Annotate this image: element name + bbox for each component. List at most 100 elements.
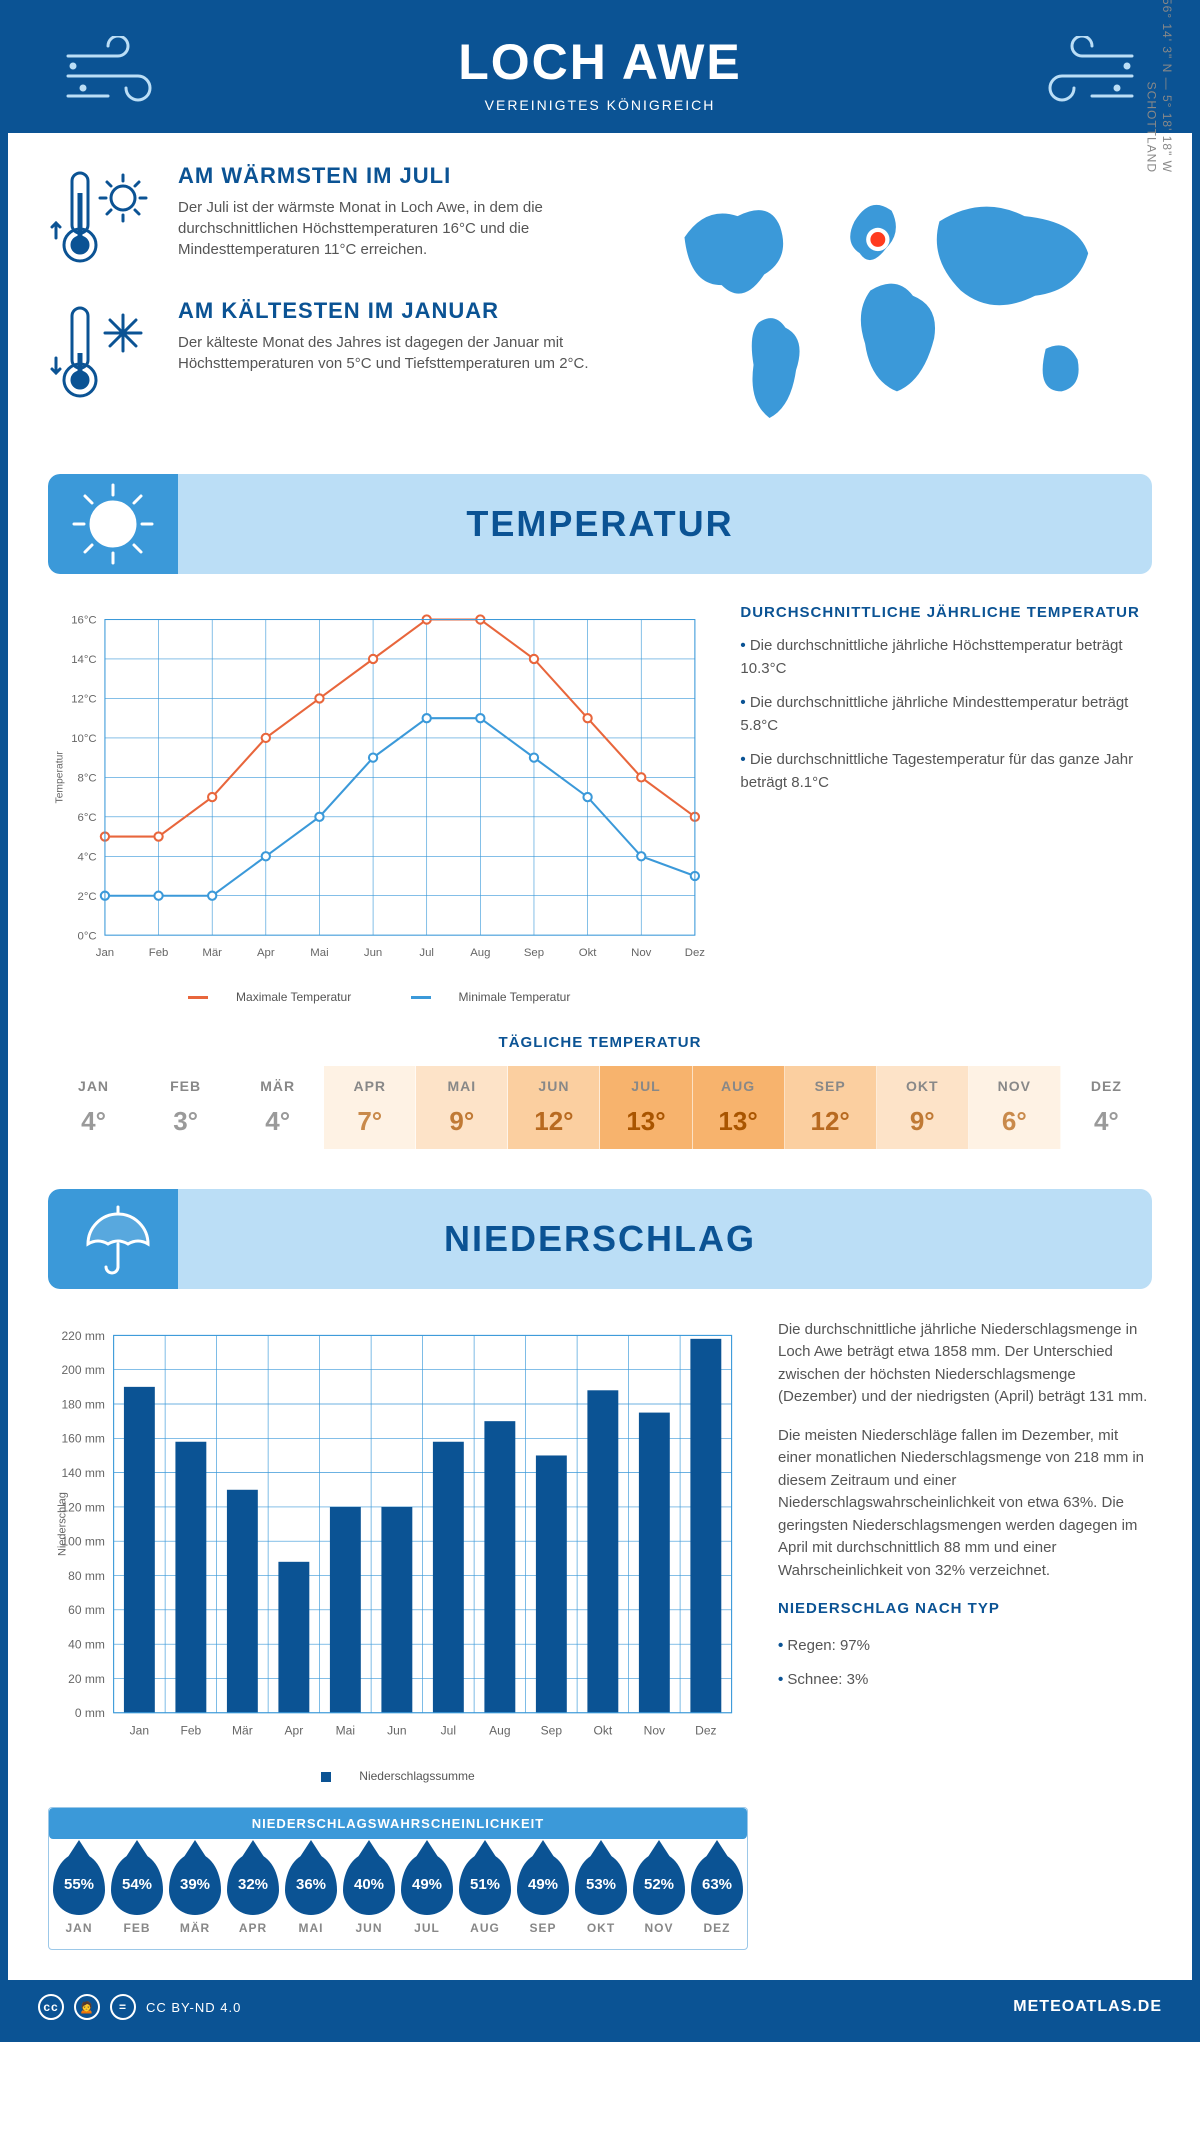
page-subtitle: VEREINIGTES KÖNIGREICH: [8, 97, 1192, 113]
precip-prob-title: NIEDERSCHLAGSWAHRSCHEINLICHKEIT: [49, 1808, 747, 1839]
legend-max-label: Maximale Temperatur: [236, 990, 351, 1004]
precip-prob-drop: 53%OKT: [575, 1853, 627, 1935]
svg-text:Jul: Jul: [419, 947, 434, 959]
temp-facts-list: Die durchschnittliche jährliche Höchstte…: [740, 635, 1152, 794]
svg-text:Sep: Sep: [541, 1723, 563, 1737]
daily-temp-cell: FEB3°: [140, 1066, 232, 1149]
svg-text:200 mm: 200 mm: [61, 1363, 104, 1377]
svg-text:Okt: Okt: [579, 947, 598, 959]
svg-text:Aug: Aug: [489, 1723, 510, 1737]
daily-temp-title: TÄGLICHE TEMPERATUR: [48, 1034, 1152, 1051]
daily-temp-cell: JAN4°: [48, 1066, 140, 1149]
svg-text:Sep: Sep: [524, 947, 544, 959]
svg-text:40 mm: 40 mm: [68, 1637, 105, 1651]
temp-legend: Maximale Temperatur Minimale Temperatur: [48, 990, 710, 1004]
daily-temp-cell: DEZ4°: [1061, 1066, 1152, 1149]
temperature-section-header: TEMPERATUR: [48, 474, 1152, 574]
precipitation-bar-chart: 0 mm20 mm40 mm60 mm80 mm100 mm120 mm140 …: [48, 1319, 748, 1757]
svg-text:12°C: 12°C: [71, 694, 96, 706]
svg-text:6°C: 6°C: [78, 812, 97, 824]
legend-precip-label: Niederschlagssumme: [359, 1769, 474, 1783]
svg-text:Nov: Nov: [631, 947, 652, 959]
svg-text:10°C: 10°C: [71, 733, 96, 745]
svg-text:8°C: 8°C: [78, 773, 97, 785]
footer: cc 🙍 = CC BY-ND 4.0 METEOATLAS.DE: [8, 1980, 1192, 2034]
precip-prob-drop: 54%FEB: [111, 1853, 163, 1935]
svg-text:16°C: 16°C: [71, 615, 96, 627]
page-title: LOCH AWE: [8, 33, 1192, 91]
svg-text:160 mm: 160 mm: [61, 1431, 104, 1445]
coordinates: 56° 14' 3" N — 5° 18' 18" W: [1160, 0, 1174, 173]
precip-by-type-title: NIEDERSCHLAG NACH TYP: [778, 1598, 1152, 1621]
sun-icon: [68, 479, 158, 569]
daily-temp-cell: MÄR4°: [232, 1066, 324, 1149]
header: LOCH AWE VEREINIGTES KÖNIGREICH: [8, 8, 1192, 133]
svg-text:Mär: Mär: [232, 1723, 253, 1737]
coldest-text: Der kälteste Monat des Jahres ist dagege…: [178, 332, 622, 374]
svg-text:60 mm: 60 mm: [68, 1603, 105, 1617]
svg-text:Apr: Apr: [257, 947, 275, 959]
svg-text:Mär: Mär: [202, 947, 222, 959]
precip-by-type-list: Regen: 97% Schnee: 3%: [778, 1635, 1152, 1692]
svg-text:2°C: 2°C: [78, 891, 97, 903]
daily-temp-cell: JUN12°: [508, 1066, 600, 1149]
precip-prob-drop: 49%JUL: [401, 1853, 453, 1935]
svg-text:Dez: Dez: [695, 1723, 716, 1737]
svg-text:Jan: Jan: [96, 947, 114, 959]
svg-text:Dez: Dez: [685, 947, 706, 959]
daily-temp-cell: AUG13°: [693, 1066, 785, 1149]
svg-text:Jan: Jan: [130, 1723, 149, 1737]
precip-probability-box: NIEDERSCHLAGSWAHRSCHEINLICHKEIT 55%JAN54…: [48, 1807, 748, 1950]
svg-text:Mai: Mai: [336, 1723, 355, 1737]
svg-text:14°C: 14°C: [71, 654, 96, 666]
umbrella-icon: [73, 1199, 153, 1279]
legend-min-label: Minimale Temperatur: [459, 990, 571, 1004]
precip-prob-drop: 39%MÄR: [169, 1853, 221, 1935]
nd-icon: =: [110, 1994, 136, 2020]
warmest-text: Der Juli ist der wärmste Monat in Loch A…: [178, 197, 622, 260]
wind-icon: [1022, 36, 1142, 116]
temperature-line-chart: 0°C2°C4°C6°C8°C10°C12°C14°C16°CJanFebMär…: [48, 604, 710, 977]
coldest-title: AM KÄLTESTEN IM JANUAR: [178, 298, 622, 324]
precip-legend: Niederschlagssumme: [48, 1769, 748, 1783]
precip-type-item: Schnee: 3%: [778, 1669, 1152, 1692]
svg-text:Aug: Aug: [470, 947, 490, 959]
svg-text:Nov: Nov: [644, 1723, 665, 1737]
daily-temp-cell: JUL13°: [600, 1066, 692, 1149]
temperature-title: TEMPERATUR: [178, 503, 1152, 545]
svg-text:Jun: Jun: [364, 947, 382, 959]
daily-temp-cell: SEP12°: [785, 1066, 877, 1149]
warmest-title: AM WÄRMSTEN IM JULI: [178, 163, 622, 189]
precip-prob-drop: 52%NOV: [633, 1853, 685, 1935]
precip-prob-drop: 49%SEP: [517, 1853, 569, 1935]
precip-paragraph-1: Die durchschnittliche jährliche Niedersc…: [778, 1319, 1152, 1409]
temp-fact-item: Die durchschnittliche jährliche Höchstte…: [740, 635, 1152, 680]
precip-prob-drop: 55%JAN: [53, 1853, 105, 1935]
svg-text:Temperatur: Temperatur: [54, 751, 65, 804]
region-label: SCHOTTLAND: [1144, 82, 1158, 173]
temp-fact-item: Die durchschnittliche Tagestemperatur fü…: [740, 749, 1152, 794]
cc-icon: cc: [38, 1994, 64, 2020]
daily-temp-cell: OKT9°: [877, 1066, 969, 1149]
svg-text:Jul: Jul: [441, 1723, 456, 1737]
daily-temp-cell: APR7°: [324, 1066, 416, 1149]
site-label: METEOATLAS.DE: [1013, 1998, 1162, 2016]
precip-prob-drop: 51%AUG: [459, 1853, 511, 1935]
precip-type-item: Regen: 97%: [778, 1635, 1152, 1658]
precip-prob-drop: 63%DEZ: [691, 1853, 743, 1935]
svg-text:220 mm: 220 mm: [61, 1329, 104, 1343]
temp-facts-title: DURCHSCHNITTLICHE JÄHRLICHE TEMPERATUR: [740, 604, 1152, 621]
svg-text:4°C: 4°C: [78, 852, 97, 864]
svg-text:Jun: Jun: [387, 1723, 406, 1737]
daily-temp-cell: MAI9°: [416, 1066, 508, 1149]
svg-text:Mai: Mai: [310, 947, 328, 959]
svg-text:180 mm: 180 mm: [61, 1397, 104, 1411]
thermometer-cold-icon: [48, 298, 158, 408]
precip-paragraph-2: Die meisten Niederschläge fallen im Deze…: [778, 1425, 1152, 1583]
svg-text:80 mm: 80 mm: [68, 1569, 105, 1583]
svg-text:Feb: Feb: [181, 1723, 202, 1737]
svg-text:Niederschlag: Niederschlag: [56, 1492, 68, 1556]
precipitation-title: NIEDERSCHLAG: [178, 1218, 1152, 1260]
wind-icon: [58, 36, 178, 116]
precip-prob-drop: 32%APR: [227, 1853, 279, 1935]
